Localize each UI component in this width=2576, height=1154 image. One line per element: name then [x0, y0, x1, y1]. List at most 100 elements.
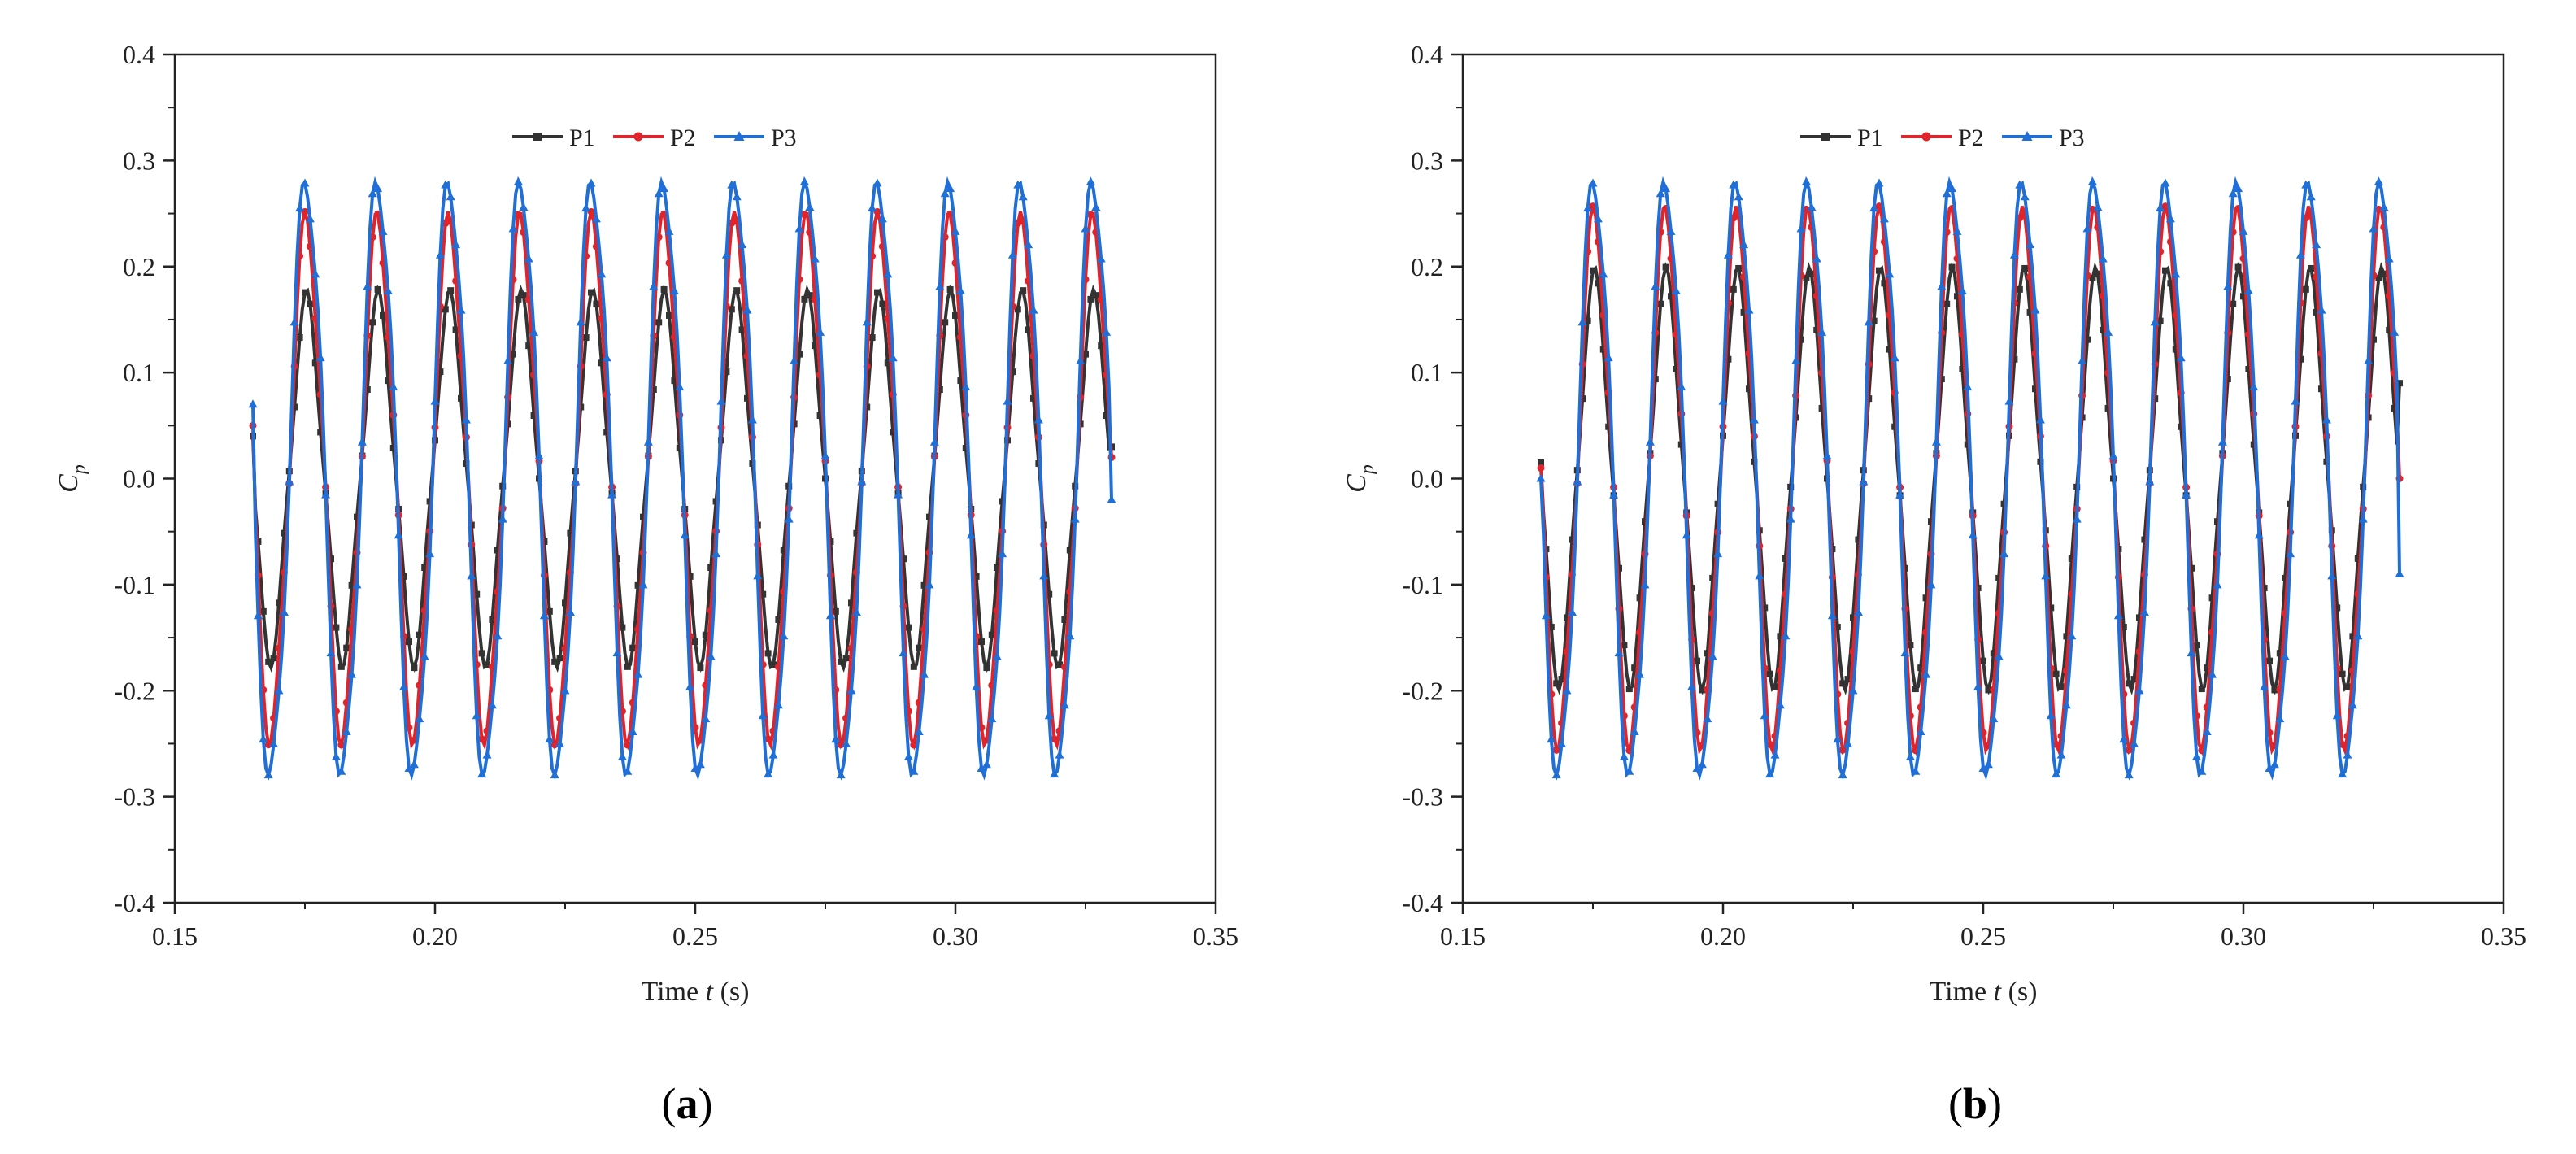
- data-point: [555, 739, 565, 748]
- data-point: [820, 451, 830, 459]
- data-point: [2068, 555, 2075, 562]
- data-point: [302, 289, 308, 296]
- data-point: [1859, 477, 1869, 486]
- data-point: [1091, 202, 1101, 211]
- data-point: [441, 180, 450, 189]
- data-point: [768, 750, 778, 759]
- data-point: [1046, 590, 1053, 598]
- data-point: [296, 334, 303, 342]
- x-axis-title-var: t: [706, 977, 715, 1007]
- data-point: [759, 590, 767, 598]
- data-point: [981, 760, 991, 769]
- data-point: [2130, 676, 2138, 683]
- data-point: [2208, 669, 2217, 678]
- data-point: [2021, 264, 2029, 272]
- data-point: [2178, 423, 2185, 430]
- legend-label-p3: P3: [2059, 124, 2085, 151]
- y-tick-label: -0.2: [1402, 676, 1443, 705]
- data-point: [300, 178, 310, 187]
- data-point: [1937, 281, 1947, 290]
- data-point: [446, 192, 455, 201]
- data-point: [638, 580, 648, 589]
- data-point: [270, 655, 277, 662]
- data-point: [2301, 180, 2311, 189]
- data-point: [2390, 327, 2400, 336]
- data-point: [955, 286, 965, 295]
- data-point: [2089, 274, 2096, 281]
- chart-a-svg: -0.4 -0.3 -0.2 -0.1 0.0 0.1 0.2 0.3 0.4 0.15 0.20 0…: [54, 40, 1238, 1128]
- data-point: [2082, 224, 2092, 233]
- data-point: [1558, 676, 1565, 683]
- data-point: [832, 607, 839, 615]
- data-point: [727, 180, 737, 189]
- data-point: [1869, 203, 1879, 212]
- data-point: [1603, 353, 1613, 362]
- data-point: [2134, 686, 2144, 695]
- legend-marker: [1821, 133, 1830, 141]
- data-point: [2046, 711, 2056, 720]
- data-point: [1729, 180, 1738, 189]
- data-point: [508, 224, 518, 233]
- data-point: [2327, 571, 2337, 580]
- data-point: [1044, 711, 1054, 720]
- data-point: [2191, 751, 2201, 760]
- legend: P1 P2 P3: [1800, 124, 2085, 151]
- x-tick-label: 0.20: [1700, 921, 1746, 951]
- data-point: [1834, 624, 1841, 631]
- data-point: [770, 661, 777, 668]
- data-point: [1018, 192, 1028, 201]
- data-point: [2087, 176, 2097, 185]
- data-point: [363, 385, 371, 393]
- data-point: [1609, 490, 1619, 499]
- chart-b-svg: -0.4 -0.3 -0.2 -0.1 0.0 0.1 0.2 0.3 0.4 0.15 0.20 0…: [1342, 40, 2526, 1128]
- data-point: [664, 226, 674, 235]
- data-point: [1796, 224, 1806, 233]
- data-point: [1605, 423, 1612, 430]
- y-tick-label: 0.3: [123, 146, 155, 175]
- data-point: [2197, 766, 2207, 775]
- data-point: [775, 616, 782, 623]
- data-point: [581, 203, 591, 212]
- data-point: [494, 547, 501, 554]
- data-point: [2239, 226, 2248, 235]
- data-point: [2124, 770, 2134, 779]
- data-point: [1619, 751, 1629, 760]
- x-axis-title-suffix: (s): [2001, 977, 2037, 1007]
- data-point: [1843, 739, 1853, 748]
- y-tick-label: 0.2: [1411, 252, 1443, 281]
- data-point: [2104, 327, 2113, 336]
- data-point: [790, 355, 799, 364]
- data-point: [874, 289, 881, 296]
- data-point: [456, 305, 466, 314]
- data-point: [337, 663, 345, 670]
- plot-frame: [1461, 53, 2505, 904]
- data-point: [1980, 657, 1986, 664]
- data-point: [411, 664, 418, 672]
- data-point: [733, 287, 741, 294]
- data-point: [289, 317, 299, 326]
- data-point: [1014, 306, 1021, 313]
- data-point: [695, 760, 705, 769]
- data-point: [1547, 734, 1556, 743]
- data-point: [1677, 382, 1686, 391]
- data-point: [263, 770, 273, 779]
- data-point: [1551, 770, 1561, 779]
- data-point: [1855, 536, 1862, 543]
- data-point: [1926, 580, 1936, 589]
- data-point: [1881, 280, 1888, 287]
- panel-letter: b: [1963, 1079, 1987, 1128]
- data-point: [560, 686, 570, 695]
- data-point: [1703, 714, 1712, 723]
- x-tick-label: 0.30: [2221, 921, 2266, 951]
- data-point: [711, 549, 721, 558]
- data-point: [780, 547, 787, 554]
- data-point: [666, 311, 672, 319]
- data-point: [2230, 300, 2237, 307]
- data-point: [983, 664, 990, 672]
- data-point: [461, 415, 471, 424]
- data-point: [1007, 250, 1017, 259]
- data-point: [675, 382, 685, 391]
- data-point: [435, 250, 445, 259]
- chart-panel-b: -0.4 -0.3 -0.2 -0.1 0.0 0.1 0.2 0.3 0.4 0.15 0.20 0…: [1288, 0, 2576, 1154]
- data-point: [1588, 178, 1598, 187]
